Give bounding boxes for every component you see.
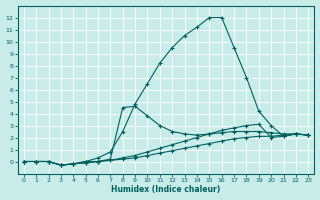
X-axis label: Humidex (Indice chaleur): Humidex (Indice chaleur) [111, 185, 221, 194]
